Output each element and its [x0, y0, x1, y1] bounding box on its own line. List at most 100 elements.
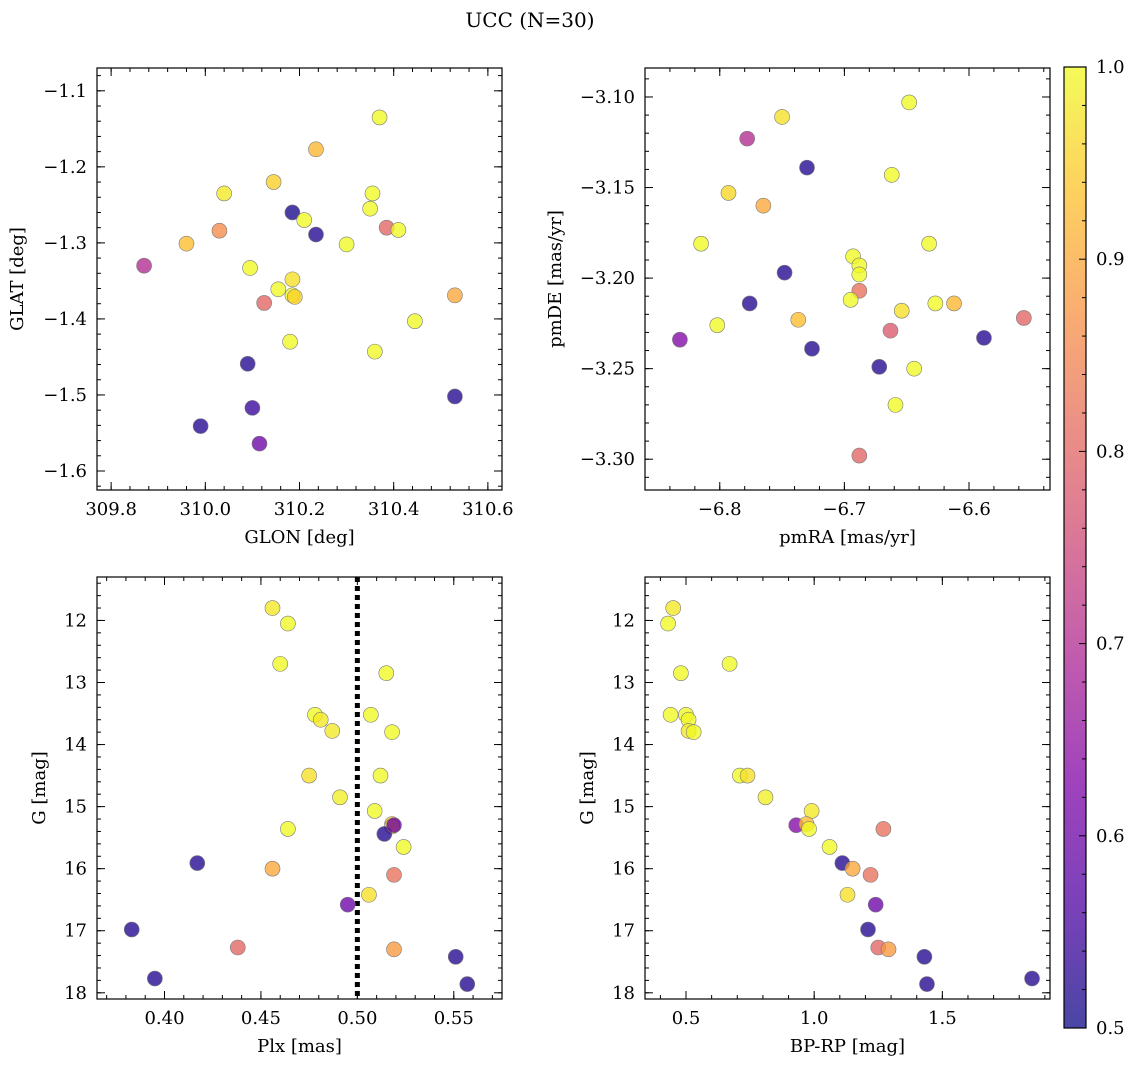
colorbar-tick-label: 0.6	[1096, 826, 1125, 847]
y-tick-label: −1.2	[43, 157, 87, 178]
x-tick-label: −6.8	[698, 499, 742, 520]
x-tick-label: −6.6	[947, 499, 991, 520]
data-point	[860, 921, 876, 938]
data-point	[308, 141, 324, 158]
data-point	[672, 331, 688, 348]
data-point	[447, 388, 463, 405]
data-point	[901, 94, 917, 111]
data-point	[875, 821, 892, 837]
data-point	[395, 839, 412, 855]
axes-frame	[644, 576, 1051, 1000]
colorbar-gradient	[1064, 67, 1086, 1028]
data-point	[264, 600, 281, 616]
data-point	[147, 970, 163, 987]
data-point	[921, 235, 937, 252]
data-point	[842, 292, 859, 308]
y-tick-label: −3.25	[580, 359, 635, 380]
data-point	[242, 260, 258, 276]
data-point	[384, 724, 400, 740]
data-point	[844, 860, 861, 877]
data-point	[821, 839, 838, 855]
data-point	[192, 418, 209, 434]
data-point	[757, 789, 774, 806]
data-point	[239, 355, 256, 372]
data-point	[867, 896, 884, 913]
data-point	[265, 174, 282, 190]
data-point	[390, 222, 407, 238]
data-point	[338, 236, 355, 253]
scatter-points	[660, 600, 1040, 992]
data-point	[339, 896, 356, 913]
data-point	[284, 204, 301, 221]
data-point	[312, 711, 329, 728]
axes-frame	[644, 67, 1051, 491]
x-tick-label: 0.50	[337, 1008, 377, 1029]
data-point	[362, 200, 378, 217]
y-tick-label: 13	[612, 673, 635, 694]
x-tick-label: 310.0	[180, 499, 232, 520]
panel-plx-g: 0.40 0.45 0.50 0.55 12 13 14 15 16 17 18 Plx [mas] G…	[29, 576, 503, 1057]
y-tick-label: −1.5	[43, 385, 87, 406]
y-tick-label: −3.20	[580, 268, 635, 289]
data-point	[366, 803, 383, 819]
colorbar-frame	[1063, 66, 1087, 1029]
scatter-points	[672, 94, 1032, 464]
data-point	[296, 212, 313, 228]
data-point	[229, 939, 246, 956]
data-point	[660, 615, 676, 632]
x-tick-label: 1.0	[800, 1008, 829, 1029]
data-point	[216, 185, 232, 202]
y-tick-label: 18	[612, 983, 635, 1004]
data-point	[839, 886, 856, 903]
y-tick-label: 18	[64, 983, 87, 1004]
y-axis-label: pmDE [mas/yr]	[545, 210, 566, 348]
colorbar: 0.5 0.6 0.7 0.8 0.9 1.0	[1063, 57, 1125, 1039]
data-point	[407, 313, 423, 330]
data-point	[919, 976, 935, 992]
x-axis-label: GLON [deg]	[244, 527, 354, 548]
x-tick-label: 0.45	[241, 1008, 281, 1029]
y-axis-label: GLAT [deg]	[7, 227, 28, 331]
data-point	[755, 197, 772, 214]
data-point	[386, 941, 402, 958]
data-point	[308, 226, 324, 243]
colorbar-tick-label: 1.0	[1096, 57, 1125, 78]
figure-title: UCC (N=30)	[465, 8, 594, 32]
data-point	[871, 359, 888, 375]
y-tick-label: −1.6	[43, 461, 87, 482]
data-point	[447, 287, 463, 304]
data-point	[123, 921, 140, 938]
y-tick-label: 17	[612, 921, 635, 942]
y-axis-label: G [mag]	[29, 751, 50, 824]
x-axis-label: BP-RP [mag]	[790, 1036, 905, 1057]
ticks	[645, 577, 1050, 999]
data-point	[693, 235, 709, 252]
data-point	[927, 295, 944, 312]
y-axis-label: G [mag]	[577, 751, 598, 824]
data-point	[256, 295, 272, 311]
data-point	[887, 397, 904, 413]
data-point	[367, 343, 383, 360]
panel-glon-glat: 309.8 310.0 310.2 310.4 310.6 −1.1 −1.2 −1.3 −1.…	[7, 67, 514, 548]
data-point	[721, 656, 738, 672]
scatter-points	[136, 109, 463, 452]
data-point	[244, 400, 261, 416]
x-axis-label: Plx [mas]	[257, 1036, 342, 1057]
data-point	[378, 665, 395, 681]
data-point	[332, 789, 348, 806]
data-point	[906, 360, 922, 377]
y-tick-label: 12	[64, 610, 87, 631]
data-point	[211, 222, 228, 239]
data-point	[685, 724, 702, 740]
x-tick-label: 310.6	[462, 499, 514, 520]
y-tick-label: 15	[64, 797, 87, 818]
data-point	[459, 976, 476, 992]
x-tick-label: 310.4	[368, 499, 420, 520]
data-point	[189, 855, 206, 871]
data-point	[178, 235, 195, 252]
data-point	[665, 600, 681, 616]
x-tick-label: 309.8	[85, 499, 137, 520]
x-tick-label: 310.2	[274, 499, 326, 520]
x-axis-label: pmRA [mas/yr]	[779, 527, 916, 548]
